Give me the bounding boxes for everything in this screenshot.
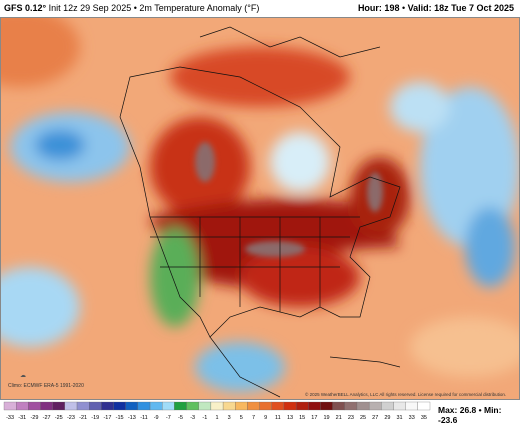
colorbar-label: -1 <box>202 415 207 421</box>
colorbar-swatch <box>259 401 272 411</box>
colorbar-swatch <box>356 401 370 411</box>
colorbar-label: -15 <box>116 415 124 421</box>
colorbar-swatch <box>174 401 187 411</box>
colorbar-swatch <box>3 401 17 411</box>
colorbar-label: 33 <box>409 415 415 421</box>
colorbar-swatch <box>162 401 175 411</box>
colorbar-swatch <box>405 401 418 411</box>
colorbar-label: -5 <box>178 415 183 421</box>
colorbar-swatch <box>76 401 90 411</box>
colorbar-label: -31 <box>18 415 26 421</box>
colorbar-label: 7 <box>252 415 255 421</box>
valid: Valid: 18z Tue 7 Oct 2025 <box>407 3 514 13</box>
copyright: © 2025 WeatherBELL Analytics, LLC All ri… <box>305 391 506 397</box>
colorbar-swatch <box>101 401 114 411</box>
colorbar-label: -13 <box>128 415 136 421</box>
max-min: Max: 26.8 • Min: -23.6 <box>438 405 502 425</box>
colorbar-label: -25 <box>55 415 63 421</box>
colorbar-swatch <box>52 401 66 411</box>
colorbar-label: -27 <box>43 415 51 421</box>
colorbar-swatch <box>186 401 199 411</box>
colorbar-swatch <box>64 401 78 411</box>
colorbar-swatch <box>332 401 345 411</box>
colorbar-label: 19 <box>323 415 329 421</box>
colorbar-label: 5 <box>240 415 243 421</box>
colorbar-label: -21 <box>79 415 87 421</box>
colorbar-label: 15 <box>299 415 305 421</box>
borders <box>119 26 401 398</box>
colorbar-label: 1 <box>215 415 218 421</box>
colorbar-label: 21 <box>336 415 342 421</box>
header-right: Hour: 198 • Valid: 18z Tue 7 Oct 2025 <box>357 3 514 13</box>
climo: Climo: ECMWF ERA-5 1991-2020 <box>8 383 84 389</box>
hot-spots <box>195 142 383 257</box>
header: GFS 0.12° Init 12z 29 Sep 2025 • 2m Temp… <box>0 0 520 17</box>
colorbar-swatch <box>283 401 297 411</box>
colorbar-label: 3 <box>228 415 231 421</box>
colorbar-label: 17 <box>311 415 317 421</box>
min: Min: -23.6 <box>438 405 502 425</box>
colorbar-label: 23 <box>348 415 354 421</box>
colorbar-swatch <box>235 401 248 411</box>
colorbar-swatch <box>320 401 333 411</box>
colorbar-swatch <box>125 401 139 411</box>
field: 2m Temperature Anomaly (°F) <box>139 3 260 13</box>
colorbar-swatch <box>89 401 102 411</box>
colorbar: -33 -31 -29 -27 -25 -23 -21 -19 -17 -15 -13 -11 -9 -7… <box>3 401 431 421</box>
colorbar-label: -17 <box>103 415 111 421</box>
colorbar-swatch <box>137 401 151 411</box>
colorbar-label: -33 <box>6 415 14 421</box>
colorbar-swatch <box>198 401 212 411</box>
init: Init 12z 29 Sep 2025 <box>48 3 132 13</box>
colorbar-swatch <box>381 401 394 411</box>
colorbar-swatch <box>368 401 382 411</box>
hour: Hour: 198 <box>357 3 400 13</box>
colorbar-swatch <box>295 401 309 411</box>
colorbar-swatch <box>28 401 41 411</box>
colorbar-swatch <box>417 401 431 411</box>
colorbar-label: -9 <box>154 415 159 421</box>
colorbar-label: -7 <box>166 415 171 421</box>
colorbar-swatch <box>308 401 321 411</box>
map: ☁ Climo: ECMWF ERA-5 1991-2020 © 2025 We… <box>0 17 520 400</box>
colorbar-swatch <box>210 401 224 411</box>
colorbar-swatch <box>344 401 358 411</box>
colorbar-label: -19 <box>91 415 99 421</box>
colorbar-label: -29 <box>30 415 38 421</box>
colorbar-label: -11 <box>140 415 148 421</box>
logo-mark: ☁ <box>20 373 26 379</box>
colorbar-swatch <box>222 401 236 411</box>
colorbar-label: 27 <box>372 415 378 421</box>
colorbar-swatch <box>40 401 53 411</box>
colorbar-label: 13 <box>287 415 293 421</box>
colorbar-label: 35 <box>421 415 427 421</box>
colorbar-swatch <box>271 401 285 411</box>
colorbar-swatch <box>149 401 163 411</box>
colorbar-swatch <box>113 401 126 411</box>
colorbar-label: 25 <box>360 415 366 421</box>
colorbar-swatch <box>247 401 260 411</box>
colorbar-label: -3 <box>190 415 195 421</box>
colorbar-label: 9 <box>264 415 267 421</box>
colorbar-swatch <box>393 401 406 411</box>
colorbar-label: 11 <box>275 415 281 421</box>
header-left: GFS 0.12° Init 12z 29 Sep 2025 • 2m Temp… <box>4 3 260 13</box>
colorbar-swatch <box>16 401 29 411</box>
colorbar-label: 31 <box>397 415 403 421</box>
max: Max: 26.8 <box>438 405 477 415</box>
colorbar-label: -23 <box>67 415 75 421</box>
colorbar-label: 29 <box>384 415 390 421</box>
model: GFS 0.12° <box>4 3 47 13</box>
